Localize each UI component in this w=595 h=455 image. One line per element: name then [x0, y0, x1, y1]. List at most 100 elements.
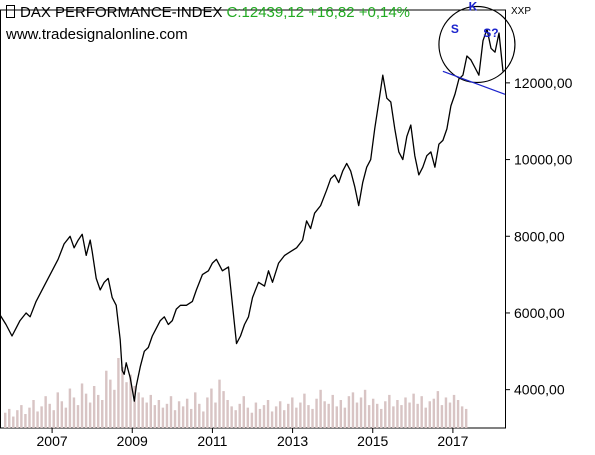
volume-bar [258, 408, 262, 428]
volume-bar [214, 402, 217, 428]
volume-bar [380, 408, 383, 428]
volume-bar [194, 392, 197, 428]
volume-bar [456, 400, 460, 428]
volume-bar [396, 400, 399, 428]
volume-bar [125, 382, 128, 428]
volume-bar [190, 408, 193, 428]
volume-bar [210, 388, 213, 428]
volume-bar [72, 397, 76, 428]
volume-bar [97, 394, 100, 428]
volume-bar [283, 410, 286, 428]
volume-bar [327, 403, 330, 428]
volume-bar [12, 416, 15, 428]
volume-bar [109, 379, 112, 428]
volume-bar [262, 405, 266, 428]
volume-bar [76, 405, 80, 428]
volume-bar [80, 383, 84, 428]
volume-bar [400, 405, 403, 428]
volume-bar [404, 397, 407, 428]
volume-bar [64, 407, 68, 428]
volume-bar [420, 396, 423, 428]
volume-bar [270, 411, 274, 428]
volume-bar [303, 393, 306, 428]
volume-bar [222, 391, 225, 428]
x-tick-label: 2009 [117, 433, 148, 449]
plot-frame [0, 9, 506, 429]
source-url: www.tradesignalonline.com [6, 26, 188, 43]
volume-bar [291, 397, 294, 428]
volume-bar [311, 408, 314, 428]
volume-bar [52, 410, 55, 428]
volume-bar [92, 386, 96, 428]
volume-bar [315, 398, 318, 428]
volume-bar [299, 402, 302, 428]
volume-bar [250, 412, 254, 428]
y-tick-label: 6000,00 [514, 305, 565, 321]
volume-bar [173, 410, 177, 428]
volume-bar [242, 396, 245, 428]
volume-bar [335, 406, 338, 428]
volume-bar [448, 402, 452, 428]
volume-bar [105, 370, 108, 428]
volume-bar [137, 392, 140, 428]
volume-bar [60, 401, 64, 428]
volume-bar [218, 379, 221, 428]
volume-bar [295, 407, 298, 428]
volume-bar [351, 392, 355, 428]
pattern-label: K [469, 0, 478, 13]
x-tick-label: 2015 [357, 433, 388, 449]
volume-bar [68, 388, 72, 428]
volume-bar [307, 405, 310, 428]
volume-bar [181, 406, 185, 428]
volume-bar [388, 394, 391, 428]
volume-bar [319, 389, 322, 428]
volume-bar [408, 402, 411, 428]
volume-bar [226, 400, 229, 428]
volume-bar [452, 394, 456, 428]
volume-bar [287, 403, 290, 428]
x-tick-label: 2013 [277, 433, 308, 449]
pattern-label: S [451, 22, 459, 36]
quote-text: C:12439,12 +16,82 +0,14% [226, 4, 411, 21]
volume-bar [331, 394, 334, 428]
volume-bar [198, 403, 201, 428]
volume-bar [141, 397, 144, 428]
volume-bar [88, 402, 92, 428]
volume-bar [169, 396, 173, 428]
volume-bar [32, 400, 35, 428]
volume-bar [113, 389, 116, 428]
pattern-label: S? [483, 26, 498, 40]
volume-bar [363, 389, 367, 428]
axis-code: XXP [511, 6, 532, 17]
volume-bar [464, 408, 468, 428]
y-tick-label: 4000,00 [514, 382, 565, 398]
volume-bar [56, 392, 59, 428]
volume-bar [129, 374, 132, 428]
volume-bar [278, 401, 282, 428]
volume-bar [149, 394, 152, 428]
volume-bar [355, 402, 359, 428]
price-line [0, 28, 504, 402]
volume-bar [117, 358, 120, 428]
x-tick-label: 2007 [37, 433, 68, 449]
volume-bar [339, 400, 343, 428]
volume-bar [48, 403, 51, 428]
volume-bar [145, 402, 148, 428]
volume-bar [359, 397, 363, 428]
volume-bar [161, 407, 165, 428]
volume-bar [8, 408, 11, 428]
volume-bar [416, 403, 419, 428]
volume-bar [157, 400, 161, 428]
volume-bar [246, 407, 250, 428]
volume-bar [428, 401, 431, 428]
volume-bar [436, 391, 440, 428]
chart-title: DAX PERFORMANCE-INDEX C:12439,12 +16,82 +… [6, 4, 410, 21]
volume-bar [24, 414, 27, 428]
volume-bar [392, 406, 395, 428]
volume-bar [384, 401, 387, 428]
volume-bar [460, 406, 464, 428]
volume-bar [153, 405, 157, 428]
volume-bar [367, 405, 371, 428]
volume-bar [432, 398, 436, 428]
volume-bar [177, 401, 181, 428]
